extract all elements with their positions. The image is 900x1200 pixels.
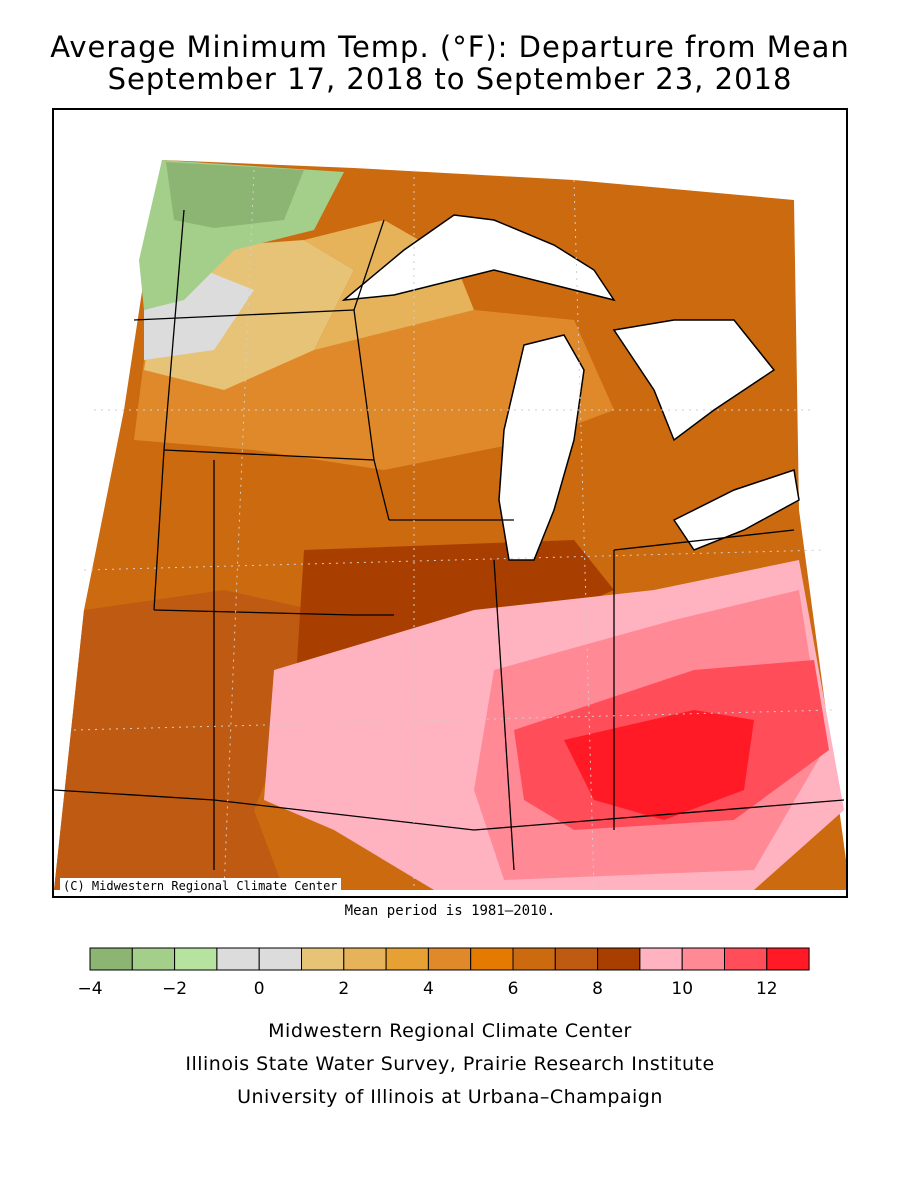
legend-tick-label: 10 — [671, 979, 693, 999]
lake-erie — [672, 469, 800, 551]
legend-swatch — [258, 947, 303, 971]
legend-ticks: −4 −2 0 2 4 6 8 10 12 — [77, 979, 777, 999]
legend-swatch — [427, 947, 472, 971]
legend-boxes — [89, 947, 810, 971]
legend-swatch — [174, 947, 218, 971]
northwest-coolest-region — [166, 162, 304, 228]
legend-swatch — [597, 947, 641, 971]
lake-huron — [612, 319, 776, 442]
legend-swatch — [512, 947, 556, 971]
credit-line-2: Illinois State Water Survey, Prairie Res… — [185, 1053, 715, 1075]
color-legend: −4 −2 0 2 4 6 8 10 12 — [77, 947, 810, 999]
map-panel: (C) Midwestern Regional Climate Center — [52, 108, 848, 898]
legend-tick-label: 2 — [338, 979, 349, 999]
map-date-range: September 17, 2018 to September 23, 2018 — [107, 62, 793, 96]
legend-swatch — [385, 947, 429, 971]
lake-superior — [341, 214, 616, 302]
map-svg — [54, 160, 846, 891]
legend-swatch — [724, 947, 768, 971]
legend-swatch — [681, 947, 726, 971]
mean-period-note: Mean period is 1981–2010. — [344, 903, 556, 919]
kentucky-hottest-region — [564, 710, 754, 820]
legend-swatch — [554, 947, 599, 971]
state-borders — [54, 209, 845, 871]
lake-michigan — [498, 334, 585, 561]
legend-swatch — [301, 947, 345, 971]
legend-tick-label: 12 — [756, 979, 778, 999]
legend-swatch — [639, 947, 683, 971]
legend-tick-label: 0 — [254, 979, 265, 999]
legend-swatch — [343, 947, 387, 971]
credit-line-1: Midwestern Regional Climate Center — [268, 1020, 632, 1042]
legend-tick-label: −4 — [77, 979, 102, 999]
legend-swatch — [131, 947, 176, 971]
map-copyright: (C) Midwestern Regional Climate Center — [60, 878, 341, 894]
legend-tick-label: −2 — [162, 979, 187, 999]
legend-tick-label: 8 — [592, 979, 603, 999]
missouri-warm-region — [54, 590, 314, 890]
graticule — [73, 169, 835, 891]
legend-swatch — [470, 947, 514, 971]
legend-tick-label: 6 — [508, 979, 519, 999]
credit-line-3: University of Illinois at Urbana–Champai… — [237, 1086, 663, 1108]
legend-swatch — [216, 947, 260, 971]
legend-swatch — [766, 947, 810, 971]
legend-swatch — [89, 947, 133, 971]
legend-tick-label: 4 — [423, 979, 434, 999]
map-title: Average Minimum Temp. (°F): Departure fr… — [50, 30, 850, 64]
